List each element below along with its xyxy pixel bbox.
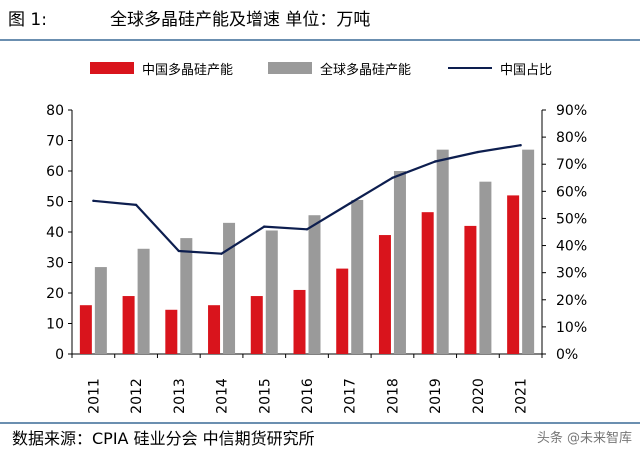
right-y-tick-label: 20% — [556, 293, 587, 309]
bar-china-capacity-2019 — [421, 212, 434, 354]
bar-china-capacity-2017 — [336, 268, 349, 354]
point-china-share-2021 — [519, 144, 522, 147]
line-china-share — [93, 144, 521, 255]
chart-legend: 中国多晶硅产能 全球多晶硅产能 中国占比 — [0, 55, 640, 81]
bar-global-capacity-2019 — [436, 149, 449, 354]
x-tick-label: 2016 — [300, 378, 316, 414]
bar-global-capacity-2013 — [180, 238, 193, 354]
bar-china-capacity-2014 — [208, 305, 221, 354]
bar-china-capacity-2016 — [293, 289, 306, 354]
left-y-tick-label: 50 — [46, 195, 64, 211]
bar-china-capacity-2021 — [507, 195, 520, 354]
right-y-tick-label: 60% — [556, 184, 587, 200]
left-y-tick-label: 40 — [46, 225, 64, 241]
bar-global-capacity-2014 — [223, 222, 236, 354]
point-china-share-2015 — [263, 225, 266, 228]
x-tick-label: 2011 — [86, 378, 102, 414]
right-y-tick-label: 90% — [556, 103, 587, 119]
right-y-tick-label: 30% — [556, 266, 587, 282]
legend-swatch-china-share — [448, 67, 492, 69]
left-y-tick-label: 60 — [46, 164, 64, 180]
right-y-tick-label: 10% — [556, 320, 587, 336]
right-y-tick-label: 40% — [556, 239, 587, 255]
x-tick-label: 2012 — [129, 378, 145, 414]
legend-label-china-share: 中国占比 — [500, 63, 553, 78]
bar-global-capacity-2012 — [137, 248, 150, 354]
legend-swatch-china-capacity — [90, 62, 134, 74]
legend-label-global-capacity: 全球多晶硅产能 — [320, 63, 412, 78]
x-tick-label: 2013 — [172, 378, 188, 414]
legend-label-china-capacity: 中国多晶硅产能 — [142, 63, 234, 78]
bottom-divider — [0, 422, 640, 424]
figure-title: 全球多晶硅产能及增速 单位：万吨 — [110, 10, 371, 30]
bar-china-capacity-2020 — [464, 225, 477, 354]
right-y-tick-label: 0% — [556, 347, 578, 363]
point-china-share-2019 — [433, 160, 437, 163]
bar-global-capacity-2011 — [94, 267, 107, 354]
x-tick-label: 2019 — [428, 378, 444, 414]
right-y-tick-label: 70% — [556, 157, 587, 173]
bar-global-capacity-2018 — [393, 171, 406, 354]
bar-china-capacity-2011 — [79, 305, 92, 354]
x-tick-label: 2017 — [343, 378, 359, 414]
x-tick-label: 2018 — [385, 378, 401, 414]
point-china-share-2011 — [92, 199, 95, 203]
bar-global-capacity-2015 — [265, 230, 278, 354]
x-tick-label: 2020 — [471, 378, 487, 414]
bar-global-capacity-2017 — [351, 199, 364, 354]
point-china-share-2012 — [134, 203, 138, 207]
bar-china-capacity-2015 — [250, 296, 263, 354]
bar-china-capacity-2012 — [122, 296, 135, 354]
bar-global-capacity-2016 — [308, 215, 321, 354]
figure-title-bar: 图 1: 全球多晶硅产能及增速 单位：万吨 — [0, 0, 640, 40]
left-y-tick-label: 10 — [46, 317, 64, 333]
point-china-share-2018 — [391, 176, 394, 179]
left-y-tick-label: 80 — [46, 103, 64, 119]
bar-china-capacity-2013 — [165, 309, 178, 354]
point-china-share-2014 — [220, 252, 223, 255]
bar-china-capacity-2018 — [378, 235, 391, 354]
x-tick-label: 2014 — [215, 378, 231, 414]
x-tick-label: 2021 — [514, 378, 530, 414]
figure-label: 图 1: — [8, 10, 47, 30]
point-china-share-2016 — [305, 228, 309, 231]
right-y-tick-label: 50% — [556, 211, 587, 227]
bar-global-capacity-2020 — [479, 181, 492, 354]
left-y-tick-label: 0 — [55, 347, 64, 363]
legend-swatch-global-capacity — [268, 62, 312, 74]
point-china-share-2017 — [348, 202, 351, 205]
left-y-tick-label: 70 — [46, 134, 64, 150]
point-china-share-2020 — [476, 150, 480, 154]
capacity-chart: 0 10 20 30 40 50 60 70 80 0% 10% 20% 30% 40% 50% 60% 70%… — [46, 103, 587, 414]
x-tick-label: 2015 — [257, 378, 273, 414]
right-y-tick-label: 80% — [556, 130, 587, 146]
watermark: 头条 @未来智库 — [536, 431, 632, 446]
point-china-share-2013 — [177, 249, 181, 253]
left-y-tick-label: 30 — [46, 256, 64, 272]
bar-global-capacity-2021 — [522, 149, 535, 354]
top-divider — [0, 39, 640, 41]
data-source: 数据来源：CPIA 硅业分会 中信期货研究所 — [12, 429, 315, 448]
left-y-tick-label: 20 — [46, 286, 64, 302]
